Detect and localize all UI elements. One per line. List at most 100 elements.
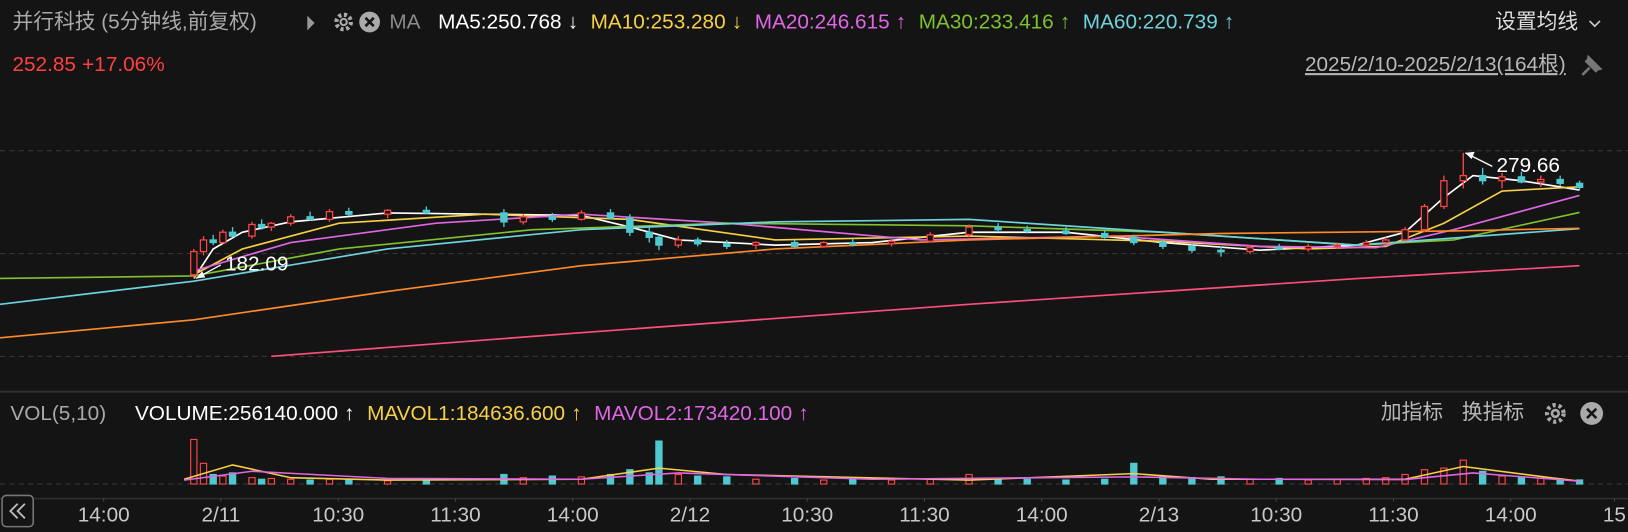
candle-body <box>219 231 227 244</box>
dropdown-chevron[interactable] <box>1588 20 1601 28</box>
candle-body <box>926 234 935 242</box>
candle-body <box>626 217 634 233</box>
x-tick-label: 15 <box>1603 504 1626 527</box>
switch-indicator[interactable]: 换指标 <box>1462 401 1524 424</box>
candle-body <box>1401 229 1409 241</box>
volume-bar <box>1062 479 1070 485</box>
volume-bar <box>248 477 256 485</box>
legend-item: VOLUME:256140.000 <box>135 402 338 425</box>
candle-body <box>1440 180 1448 208</box>
close-icon[interactable] <box>359 11 381 33</box>
ma-line <box>0 227 1580 339</box>
legend-arrow: ↑ <box>1224 11 1234 34</box>
candle-body <box>1188 245 1196 251</box>
volume-label: VOL(5,10) <box>10 402 106 425</box>
x-tick-label: 14:00 <box>1016 504 1068 527</box>
x-tick-label: 14:00 <box>1485 504 1537 527</box>
legend-arrow: ↓ <box>568 11 578 34</box>
ma-line <box>0 211 1580 280</box>
candle-body <box>819 241 828 248</box>
volume-bar <box>694 475 702 485</box>
ma-settings[interactable]: 设置均线 <box>1495 11 1578 34</box>
legend-item: MA5:250.768 <box>438 11 561 34</box>
volume-bar <box>325 478 334 485</box>
candle-body <box>199 239 208 253</box>
x-tick-label: 2/11 <box>202 504 241 527</box>
stock-title[interactable]: 并行科技 (5分钟线,前复权) <box>12 11 256 34</box>
ma-line <box>0 218 1580 306</box>
volume-bar <box>306 479 314 485</box>
date-range[interactable]: 2025/2/10-2025/2/13(164根) <box>1305 53 1566 76</box>
volume-bar <box>674 473 683 485</box>
collapse-button[interactable] <box>1 494 35 528</box>
candle-body <box>674 239 683 246</box>
candle-body <box>1459 174 1467 182</box>
candle-body <box>267 222 276 228</box>
x-tick-label: 11:30 <box>899 504 949 527</box>
add-indicator[interactable]: 加指标 <box>1381 401 1443 424</box>
volume-bar <box>820 479 828 485</box>
pin-icon[interactable] <box>1581 54 1603 76</box>
candle-body <box>1333 244 1342 248</box>
candle-body <box>548 216 557 220</box>
legend-item: MA10:253.280 <box>591 11 726 34</box>
volume-settings-icon[interactable] <box>1544 403 1566 424</box>
ma-lines <box>0 174 1580 358</box>
candle-body <box>1517 176 1526 183</box>
extreme-label: 279.66 <box>1496 154 1559 177</box>
price-change: +17.06% <box>82 53 165 76</box>
candle-body <box>1023 229 1031 232</box>
settings-icon[interactable] <box>334 12 354 32</box>
candle-body <box>790 241 799 248</box>
volume-bar <box>383 480 392 485</box>
volume-bar <box>1575 479 1584 485</box>
volume-close-icon[interactable] <box>1580 402 1604 425</box>
candle-body <box>723 243 731 248</box>
candle-body <box>228 231 237 237</box>
legend-arrow: ↓ <box>732 11 742 34</box>
candle-body <box>519 216 528 223</box>
legend-arrow: ↑ <box>571 402 581 425</box>
mavol-line <box>183 464 1580 482</box>
ma-label: MA <box>389 11 420 34</box>
ma-line <box>271 264 1580 358</box>
volume-bar <box>1362 477 1371 485</box>
x-tick-label: 10:30 <box>312 504 364 527</box>
x-tick-label: 10:30 <box>781 504 833 527</box>
x-tick-label: 14:00 <box>78 504 130 527</box>
candle-body <box>345 211 353 215</box>
extreme-label: 182.09 <box>225 252 288 275</box>
candle-body <box>645 231 653 238</box>
volume-bar <box>219 475 227 485</box>
candle-body <box>286 216 295 224</box>
legend-arrow: ↑ <box>1060 11 1070 34</box>
candle-body <box>849 241 857 245</box>
candle-body <box>1498 176 1506 182</box>
legend-arrow: ↑ <box>896 11 906 34</box>
candle-body <box>500 212 508 223</box>
volume-bar <box>1517 477 1526 485</box>
volume-bar <box>1478 470 1487 485</box>
x-tick-label: 11:30 <box>1368 504 1418 527</box>
candle-body <box>1382 239 1390 244</box>
volume-bar <box>1304 479 1312 485</box>
candle-body <box>1478 174 1487 182</box>
expand-arrow[interactable] <box>307 15 315 31</box>
candle-body <box>1130 236 1138 244</box>
volume-bar <box>1382 477 1390 485</box>
volume-bar <box>1101 478 1109 485</box>
candle-body <box>248 223 256 237</box>
volume-bar <box>849 478 857 485</box>
volume-bar <box>267 477 276 485</box>
candle-body <box>1537 178 1545 183</box>
volume-bar <box>257 478 266 485</box>
extreme-arrowhead <box>1465 151 1475 160</box>
volume-bar <box>1498 475 1506 485</box>
candle-body <box>306 216 314 220</box>
volume-bar <box>887 479 896 485</box>
mavol-line <box>183 470 1580 483</box>
candle-body <box>325 211 334 220</box>
